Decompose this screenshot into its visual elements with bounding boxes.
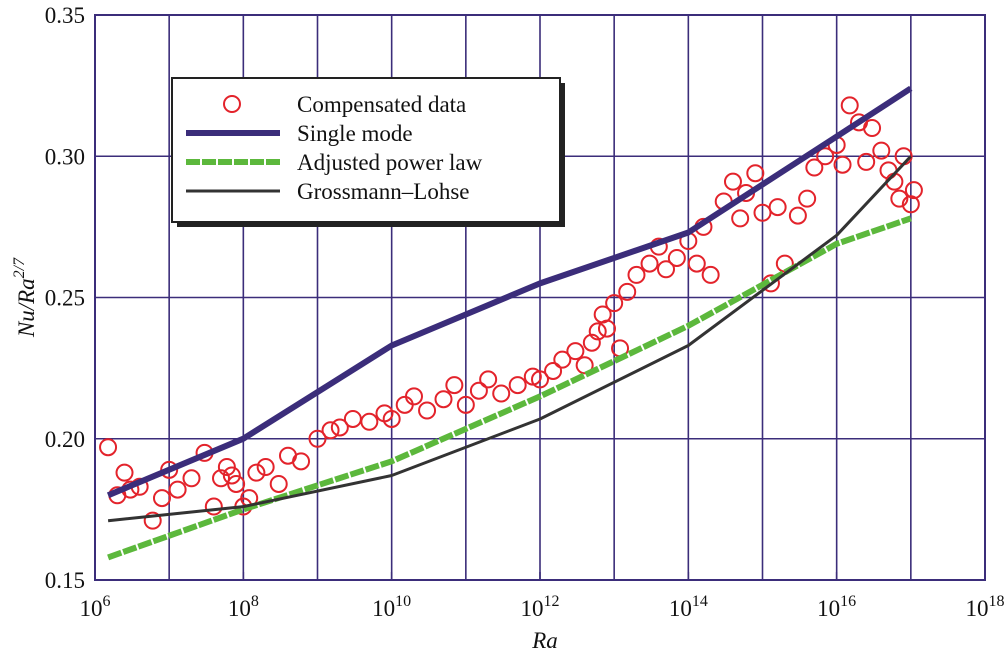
data-point bbox=[292, 452, 311, 471]
legend-box bbox=[171, 77, 561, 223]
legend-marker bbox=[223, 95, 241, 113]
data-point bbox=[222, 466, 241, 485]
data-point bbox=[605, 294, 624, 313]
legend-label: Compensated data bbox=[297, 92, 466, 117]
legend-label: Single mode bbox=[297, 121, 413, 146]
data-point bbox=[723, 172, 742, 191]
data-point bbox=[168, 480, 187, 499]
data-point bbox=[701, 265, 720, 284]
data-point bbox=[404, 387, 423, 406]
data-point bbox=[152, 489, 171, 508]
data-point bbox=[566, 342, 585, 361]
data-point bbox=[768, 198, 787, 217]
data-point bbox=[418, 401, 437, 420]
data-point bbox=[788, 206, 807, 225]
data-point bbox=[588, 322, 607, 341]
x-tick-label: 1012 bbox=[521, 593, 560, 621]
data-point bbox=[840, 96, 859, 115]
y-tick-label: 0.30 bbox=[45, 144, 85, 169]
data-point bbox=[544, 361, 563, 380]
data-point bbox=[227, 474, 246, 493]
data-point bbox=[904, 181, 923, 200]
data-point bbox=[212, 469, 231, 488]
data-point bbox=[618, 282, 637, 301]
x-tick-label: 1010 bbox=[372, 593, 411, 621]
data-point bbox=[492, 384, 511, 403]
data-point bbox=[857, 152, 876, 171]
data-point bbox=[456, 395, 475, 414]
data-point bbox=[746, 164, 765, 183]
data-point bbox=[667, 248, 686, 267]
data-point bbox=[247, 463, 266, 482]
x-tick-label: 1018 bbox=[966, 593, 1005, 621]
y-tick-label: 0.15 bbox=[45, 568, 85, 593]
data-point bbox=[753, 203, 772, 222]
data-point bbox=[687, 254, 706, 273]
data-point bbox=[627, 265, 646, 284]
data-point bbox=[445, 376, 464, 395]
data-point bbox=[582, 333, 601, 352]
series-line bbox=[106, 85, 913, 499]
data-point bbox=[833, 155, 852, 174]
data-point bbox=[217, 458, 236, 476]
legend-label: Adjusted power law bbox=[297, 150, 483, 175]
data-point bbox=[597, 319, 616, 338]
data-point bbox=[508, 376, 527, 395]
y-tick-label: 0.25 bbox=[45, 286, 85, 311]
data-point bbox=[256, 458, 275, 476]
data-point bbox=[395, 395, 414, 414]
data-point bbox=[160, 460, 179, 479]
data-point bbox=[553, 350, 572, 369]
data-point bbox=[816, 147, 835, 166]
data-point bbox=[469, 381, 488, 400]
data-point bbox=[204, 497, 223, 516]
data-point bbox=[382, 409, 401, 428]
data-point bbox=[99, 438, 118, 457]
data-point bbox=[343, 409, 362, 428]
series-line bbox=[107, 215, 912, 561]
data-point bbox=[330, 418, 349, 437]
data-point bbox=[182, 469, 201, 488]
x-tick-label: 106 bbox=[80, 593, 111, 621]
data-point bbox=[575, 356, 594, 375]
data-point bbox=[731, 209, 750, 228]
y-axis-label: Nu/Ra2/7 bbox=[11, 257, 39, 338]
x-tick-label: 1016 bbox=[817, 593, 856, 621]
series-line bbox=[107, 155, 912, 523]
plot-frame bbox=[94, 14, 986, 581]
x-tick-label: 108 bbox=[228, 593, 259, 621]
data-point bbox=[890, 189, 909, 208]
data-point bbox=[798, 189, 817, 208]
data-point bbox=[863, 119, 882, 137]
y-tick-label: 0.35 bbox=[45, 3, 85, 28]
y-tick-label: 0.20 bbox=[45, 427, 85, 452]
data-point bbox=[872, 141, 891, 160]
data-point bbox=[479, 370, 498, 389]
data-point bbox=[308, 429, 327, 448]
data-point bbox=[115, 463, 134, 482]
x-tick-label: 1014 bbox=[669, 593, 708, 621]
data-point bbox=[531, 370, 549, 389]
data-point bbox=[805, 158, 824, 177]
data-point bbox=[434, 390, 453, 409]
data-point bbox=[657, 260, 676, 279]
data-point bbox=[901, 195, 920, 214]
data-point bbox=[360, 412, 379, 431]
data-point bbox=[321, 421, 340, 440]
data-point bbox=[640, 254, 659, 273]
data-point bbox=[269, 474, 288, 493]
data-point bbox=[143, 511, 162, 530]
x-axis-label: Ra bbox=[531, 628, 558, 653]
legend-label: Grossmann–Lohse bbox=[297, 179, 469, 204]
